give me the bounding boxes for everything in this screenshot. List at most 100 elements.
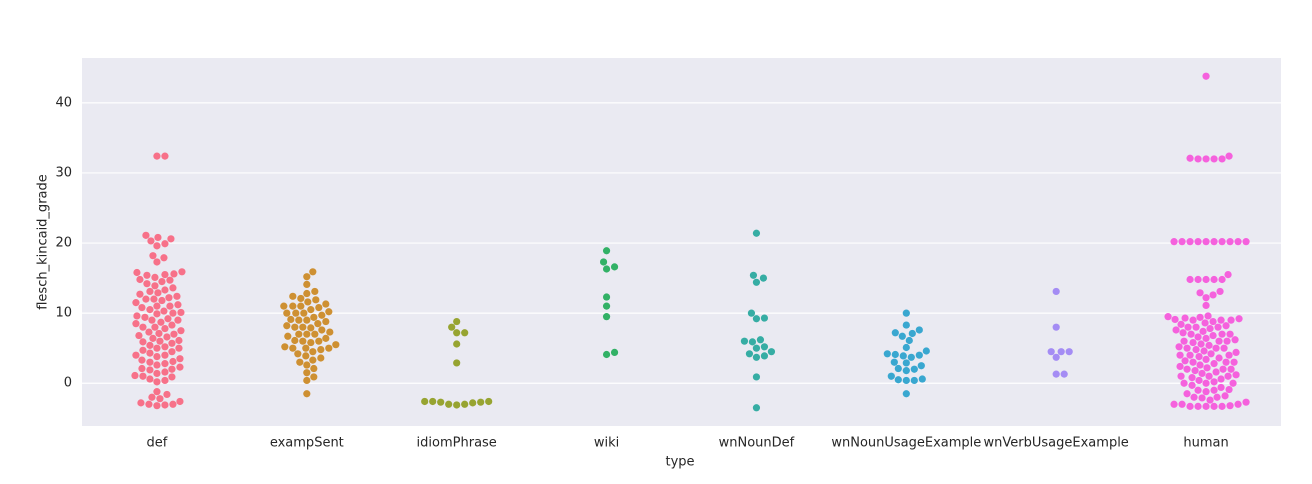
point [1175, 343, 1183, 351]
point [1229, 379, 1237, 387]
point [145, 328, 153, 336]
point [1047, 348, 1055, 356]
point [146, 366, 154, 374]
point [1206, 324, 1214, 333]
point [1194, 402, 1202, 410]
point [747, 309, 756, 317]
point [168, 373, 176, 381]
point [302, 352, 310, 360]
point [158, 296, 166, 305]
point [1179, 329, 1187, 337]
point [1052, 370, 1060, 378]
point [178, 268, 186, 276]
point [1184, 323, 1192, 331]
point [157, 318, 165, 326]
point [1210, 402, 1218, 410]
x-axis-label: type [665, 455, 694, 470]
point [148, 393, 156, 401]
point [1181, 314, 1189, 322]
point [292, 309, 300, 317]
point [891, 329, 899, 337]
point [322, 300, 330, 308]
point [1202, 379, 1210, 387]
point [1198, 394, 1206, 402]
point [136, 290, 144, 298]
point [161, 351, 169, 359]
point [299, 323, 307, 331]
point [1186, 402, 1194, 410]
point [1194, 155, 1202, 163]
point [1217, 375, 1225, 383]
point [280, 302, 288, 310]
point [902, 367, 910, 375]
point [752, 278, 761, 286]
point [169, 400, 177, 408]
point [161, 270, 169, 279]
point [1201, 319, 1209, 327]
point [1226, 238, 1234, 246]
point [1195, 353, 1203, 361]
point [1052, 323, 1060, 331]
point [1203, 364, 1211, 372]
point [133, 312, 141, 320]
point [1218, 238, 1226, 246]
point [453, 340, 461, 348]
point [153, 242, 161, 250]
point [170, 270, 178, 278]
point [149, 252, 157, 260]
point [1183, 390, 1191, 398]
point [136, 275, 144, 284]
point [1202, 301, 1210, 310]
point [445, 400, 453, 408]
point [153, 353, 161, 361]
point [303, 316, 311, 324]
point [166, 276, 174, 284]
point [1177, 320, 1185, 328]
point [760, 352, 769, 360]
point [1183, 365, 1191, 373]
point [1194, 333, 1202, 341]
point [1202, 155, 1210, 163]
point [421, 397, 429, 406]
point [485, 397, 493, 406]
point [902, 390, 910, 398]
point [161, 368, 169, 376]
point [133, 268, 141, 277]
point [132, 351, 140, 359]
point [156, 337, 164, 345]
point [1210, 238, 1218, 246]
point [304, 298, 312, 306]
point [165, 294, 173, 302]
point [307, 338, 315, 347]
point [132, 299, 140, 307]
point [1191, 367, 1199, 375]
point [309, 348, 317, 356]
point [1202, 238, 1210, 246]
point [1172, 326, 1180, 334]
point [1187, 330, 1195, 338]
point [1210, 386, 1218, 394]
point [1206, 396, 1214, 404]
point [315, 337, 323, 345]
point [918, 375, 926, 383]
point [1209, 331, 1217, 340]
x-tick-label: def [147, 436, 168, 451]
point [1194, 386, 1202, 394]
point [284, 332, 292, 340]
point [161, 343, 169, 351]
point [174, 301, 182, 309]
point [1181, 357, 1189, 365]
point [1196, 289, 1204, 297]
point [160, 307, 168, 315]
point [146, 306, 154, 314]
point [453, 317, 461, 326]
point [146, 287, 154, 296]
point [902, 321, 910, 329]
point [602, 313, 611, 321]
x-tick-label: wnVerbUsageExample [984, 436, 1129, 451]
point [153, 361, 161, 369]
point [139, 346, 147, 354]
point [139, 323, 147, 331]
point [146, 341, 154, 349]
point [150, 295, 158, 303]
